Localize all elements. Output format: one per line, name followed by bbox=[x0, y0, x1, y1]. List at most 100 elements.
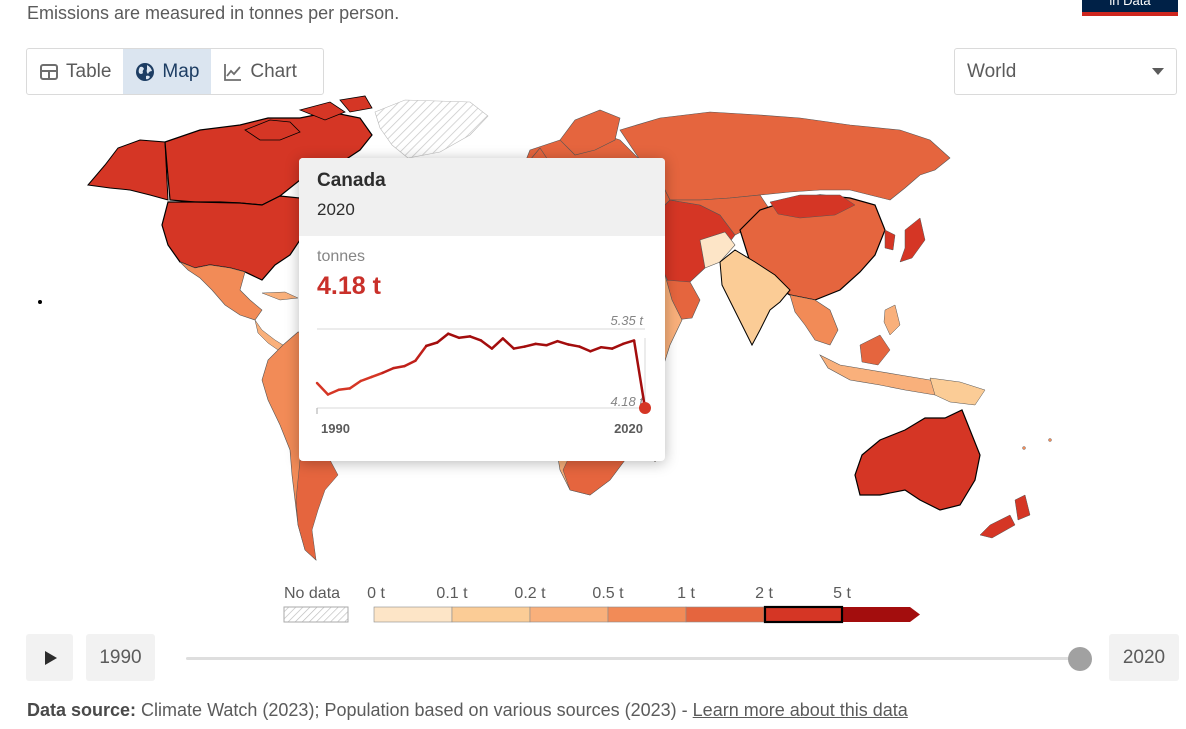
legend-bin-label: 0 t bbox=[367, 585, 385, 602]
region-argentina[interactable] bbox=[295, 459, 339, 561]
tab-map-label: Map bbox=[162, 60, 200, 82]
sparkline-segment bbox=[479, 339, 494, 350]
sparkline-segment bbox=[370, 371, 384, 379]
globe-icon bbox=[135, 62, 155, 82]
region-new-guinea[interactable] bbox=[929, 377, 986, 406]
sparkline-segment bbox=[326, 388, 341, 396]
sparkline-max-label: 5.35 t bbox=[610, 313, 644, 328]
tooltip-year: 2020 bbox=[317, 200, 355, 219]
legend-no-data-label: No data bbox=[284, 585, 340, 602]
region-select[interactable]: World bbox=[954, 48, 1177, 95]
timeline-track[interactable] bbox=[186, 657, 1080, 660]
legend-bin-swatch[interactable] bbox=[373, 606, 453, 623]
sparkline-segment bbox=[446, 332, 461, 340]
logo[interactable]: in Data bbox=[1082, 0, 1178, 16]
region-greenland[interactable] bbox=[374, 99, 489, 159]
legend-bin-label: 0.5 t bbox=[592, 585, 624, 602]
region-borneo[interactable] bbox=[859, 334, 891, 366]
region-usa[interactable] bbox=[161, 195, 301, 281]
sparkline-segment bbox=[468, 335, 483, 342]
sparkline-segment bbox=[337, 387, 352, 392]
sparkline-segment bbox=[392, 364, 406, 370]
tooltip-value: 4.18 t bbox=[317, 272, 381, 300]
legend-bin-label: 1 t bbox=[677, 585, 695, 602]
tooltip-header: Canada 2020 bbox=[299, 158, 665, 236]
data-source: Data source: Climate Watch (2023); Popul… bbox=[27, 700, 908, 721]
sparkline-segment bbox=[403, 359, 417, 368]
sparkline-end-point bbox=[639, 402, 651, 414]
region-afghanistan[interactable] bbox=[699, 231, 736, 269]
region-select-value: World bbox=[967, 60, 1017, 82]
tab-table-label: Table bbox=[66, 60, 112, 82]
sparkline-segment bbox=[425, 341, 439, 348]
timeline: 1990 2020 bbox=[0, 632, 1186, 686]
timeline-start-year[interactable]: 1990 bbox=[86, 634, 155, 681]
tab-chart[interactable]: Chart bbox=[211, 49, 308, 94]
region-arctic-islands[interactable] bbox=[244, 95, 373, 141]
tooltip-sparkline: 5.35 t 4.18 t 1990 2020 bbox=[315, 313, 651, 436]
region-mexico[interactable] bbox=[179, 261, 263, 321]
legend-bin-swatch[interactable] bbox=[842, 607, 920, 622]
region-australia[interactable] bbox=[854, 409, 981, 511]
legend-bin-swatch[interactable] bbox=[607, 606, 687, 623]
play-button[interactable] bbox=[26, 634, 73, 681]
sparkline-segment bbox=[545, 339, 559, 347]
sparkline-segment bbox=[348, 379, 362, 390]
sparkline-segment bbox=[632, 339, 647, 410]
sparkline-segment bbox=[359, 375, 373, 383]
region-russia[interactable] bbox=[619, 111, 951, 201]
tab-table[interactable]: Table bbox=[27, 49, 123, 94]
sparkline-segment bbox=[414, 344, 428, 362]
legend-bins: 0 t 0.1 t 0.2 t 0.5 t 1 t 2 t 5 t bbox=[367, 585, 920, 624]
legend-bin-swatch[interactable] bbox=[529, 606, 609, 623]
legend-bin-label: 0.1 t bbox=[436, 585, 468, 602]
sparkline-end-label: 4.18 t bbox=[610, 394, 644, 409]
region-philippines[interactable] bbox=[883, 304, 901, 336]
line-chart-icon bbox=[223, 62, 243, 82]
tab-chart-label: Chart bbox=[250, 60, 297, 82]
sparkline-segment bbox=[523, 342, 537, 348]
country-tooltip: Canada 2020 tonnes 4.18 t 5.35 t 4.18 t … bbox=[299, 158, 665, 461]
sparkline-segment bbox=[600, 345, 614, 350]
sparkline-segment bbox=[381, 366, 395, 375]
sparkline-segment bbox=[621, 339, 636, 346]
region-scandinavia[interactable] bbox=[559, 109, 621, 156]
sparkline-segment bbox=[315, 381, 330, 396]
table-icon bbox=[39, 62, 59, 82]
region-caribbean[interactable] bbox=[261, 291, 299, 301]
legend-bin-label: 2 t bbox=[755, 585, 773, 602]
region-pacific-island[interactable] bbox=[1022, 446, 1026, 450]
map-legend: No data 0 t 0.1 t 0.2 t 0.5 t 1 t 2 t 5 t bbox=[283, 585, 920, 624]
sparkline-segment bbox=[490, 337, 505, 350]
region-mongolia[interactable] bbox=[769, 194, 856, 219]
sparkline-segment bbox=[436, 332, 450, 344]
legend-bin-label: 0.2 t bbox=[514, 585, 546, 602]
sparkline-segment bbox=[556, 339, 570, 346]
region-new-zealand[interactable] bbox=[979, 494, 1031, 539]
timeline-end-year[interactable]: 2020 bbox=[1109, 634, 1179, 681]
region-southeast-asia[interactable] bbox=[789, 294, 839, 346]
sparkline-end-year: 2020 bbox=[614, 421, 643, 436]
legend-bin-swatch[interactable] bbox=[451, 606, 531, 623]
timeline-handle[interactable] bbox=[1068, 647, 1092, 671]
region-alaska[interactable] bbox=[87, 139, 169, 201]
legend-bin-swatch[interactable] bbox=[685, 606, 765, 623]
legend-bin-swatch[interactable] bbox=[763, 606, 843, 623]
region-pacific-island[interactable] bbox=[38, 300, 42, 304]
logo-text: in Data bbox=[1109, 0, 1151, 8]
tab-map[interactable]: Map bbox=[123, 49, 212, 94]
region-india[interactable] bbox=[719, 249, 791, 347]
sparkline-segment bbox=[501, 337, 516, 350]
legend-highlight bbox=[763, 605, 844, 624]
region-japan[interactable] bbox=[899, 217, 926, 263]
sparkline-segment bbox=[457, 335, 472, 340]
legend-no-data-swatch bbox=[283, 606, 349, 623]
region-central-america[interactable] bbox=[254, 319, 284, 351]
learn-more-link[interactable]: Learn more about this data bbox=[692, 700, 908, 720]
region-pacific-island[interactable] bbox=[1048, 438, 1052, 442]
data-source-text: Climate Watch (2023); Population based o… bbox=[136, 700, 693, 720]
view-tabs: Table Map Chart bbox=[26, 48, 324, 95]
tooltip-country: Canada bbox=[317, 170, 386, 191]
region-korea[interactable] bbox=[884, 229, 896, 251]
sparkline-segment bbox=[578, 345, 592, 353]
